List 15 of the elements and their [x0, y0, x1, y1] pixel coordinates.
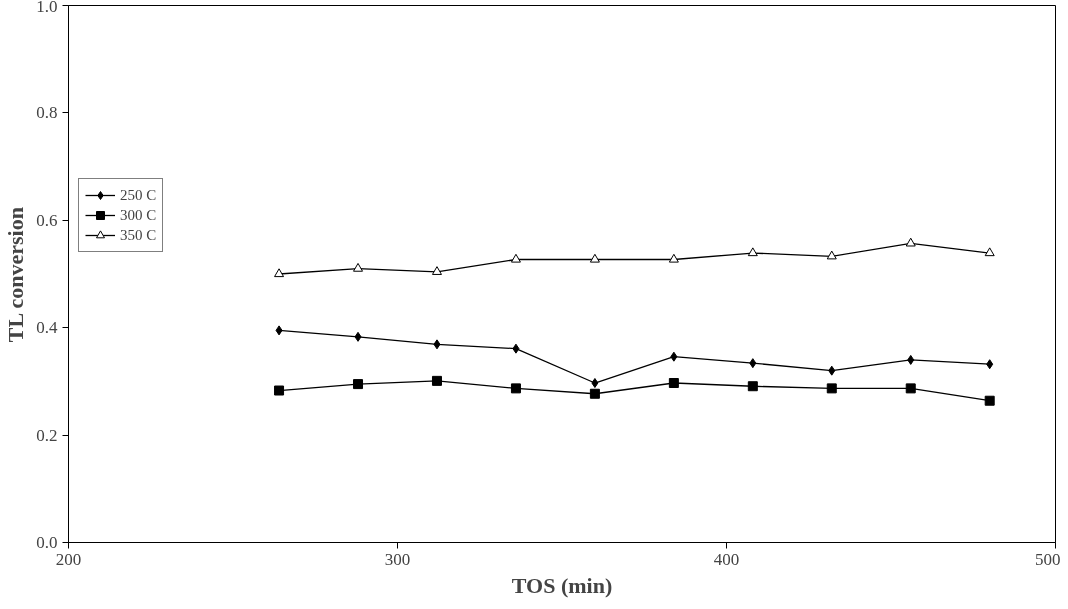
y-tick-label: 0.6 — [36, 210, 58, 230]
y-axis-title: TL conversion — [3, 207, 29, 343]
y-tick-label: 0.8 — [36, 103, 58, 123]
legend-label: 350 C — [120, 226, 157, 244]
y-tick-label: 0.2 — [36, 425, 58, 445]
legend-label: 250 C — [120, 186, 157, 204]
y-tick-label: 0.0 — [36, 533, 58, 552]
x-axis-title: TOS (min) — [511, 572, 613, 598]
legend-label: 300 C — [120, 206, 157, 224]
x-tick-label: 500 — [1035, 549, 1061, 569]
x-tick-label: 400 — [713, 549, 740, 569]
x-tick-label: 200 — [55, 549, 82, 569]
y-tick-label: 0.4 — [36, 318, 58, 338]
y-tick-label: 1.0 — [36, 0, 58, 16]
x-tick-label: 300 — [384, 549, 411, 569]
